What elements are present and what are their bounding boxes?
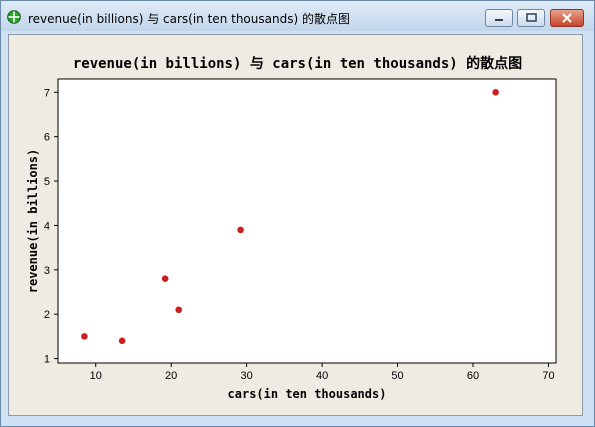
data-point	[118, 337, 126, 345]
y-tick-label: 3	[44, 265, 50, 277]
data-point	[81, 333, 88, 340]
x-tick-label: 50	[391, 370, 403, 382]
data-point	[237, 226, 244, 234]
y-tick-label: 7	[44, 87, 50, 99]
x-tick-label: 40	[316, 370, 328, 382]
data-point	[175, 306, 183, 314]
y-axis-label: revenue(in billions)	[26, 149, 40, 294]
close-button[interactable]	[550, 9, 584, 27]
minimize-button[interactable]	[485, 9, 513, 27]
plot-area	[57, 78, 557, 364]
x-tick-label: 70	[542, 370, 554, 382]
y-tick-label: 4	[44, 220, 50, 232]
data-point	[161, 275, 169, 282]
x-tick-label: 10	[90, 370, 102, 382]
app-icon	[7, 10, 21, 24]
y-tick-label: 2	[44, 309, 50, 321]
x-tick-label: 20	[165, 370, 177, 382]
y-tick-label: 6	[44, 132, 50, 144]
x-axis-label: cars(in ten thousands)	[228, 387, 387, 401]
y-tick-label: 5	[44, 176, 50, 188]
maximize-button[interactable]	[517, 9, 545, 27]
x-tick-label: 30	[241, 370, 253, 382]
window-title: revenue(in billions) 与 cars(in ten thous…	[28, 12, 350, 26]
data-point	[492, 89, 499, 96]
x-tick-label: 60	[467, 370, 479, 382]
chart-title: revenue(in billions) 与 cars(in ten thous…	[72, 56, 523, 72]
title-bar[interactable]: revenue(in billions) 与 cars(in ten thous…	[1, 1, 594, 31]
y-tick-label: 1	[44, 354, 50, 366]
